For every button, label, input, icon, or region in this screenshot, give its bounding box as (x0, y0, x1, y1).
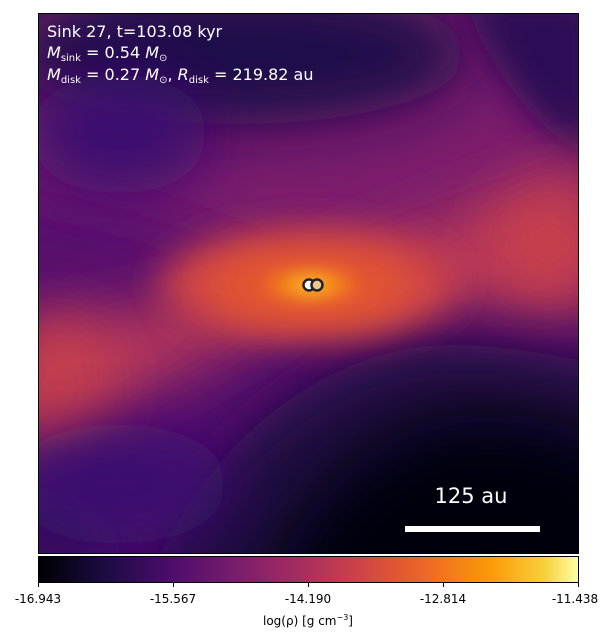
colorbar-tick (578, 583, 579, 587)
colorbar-tick (443, 583, 444, 587)
colorbar-tick-label: -11.438 (551, 592, 599, 606)
density-image (39, 14, 578, 553)
scale-bar (405, 526, 540, 532)
rdisk-value: = 219.82 au (208, 65, 314, 84)
rdisk-subscript: disk (188, 75, 209, 86)
mdisk-subscript: disk (60, 75, 81, 86)
mdisk-value: = 0.27 (80, 65, 146, 84)
colorbar-tick (308, 583, 309, 587)
colorbar-label-suffix: ] (348, 614, 353, 628)
colorbar-label-exponent: −3 (336, 613, 349, 622)
rdisk-symbol: R (177, 65, 189, 84)
colorbar-tick-label: -15.567 (149, 592, 197, 606)
msink-value: = 0.54 (80, 43, 146, 62)
msun-symbol: M (145, 43, 160, 62)
separator: , (167, 65, 178, 84)
colorbar (38, 556, 579, 583)
sink-time-label: Sink 27, t=103.08 kyr (47, 22, 223, 41)
mdisk-symbol: M (47, 65, 61, 84)
scale-bar-label: 125 au (434, 484, 508, 508)
msink-line: Msink = 0.54 M⊙ (47, 43, 167, 68)
colorbar-tick-label: -14.190 (284, 592, 332, 606)
colorbar-tick-label: -16.943 (14, 592, 62, 606)
msun-symbol: M (145, 65, 160, 84)
colorbar-tick-label: -12.814 (419, 592, 467, 606)
msink-subscript: sink (60, 53, 81, 64)
colorbar-tick (38, 583, 39, 587)
mdisk-line: Mdisk = 0.27 M⊙, Rdisk = 219.82 au (47, 65, 313, 90)
msun-subscript: ⊙ (159, 53, 168, 64)
title-line: Sink 27, t=103.08 kyr (47, 22, 222, 41)
msink-symbol: M (47, 43, 61, 62)
msun-subscript: ⊙ (159, 75, 168, 86)
sink-marker (310, 278, 324, 292)
colorbar-label-text: log(ρ) [g cm (263, 614, 337, 628)
colorbar-label: log(ρ) [g cm−3] (208, 613, 408, 628)
colorbar-tick (173, 583, 174, 587)
density-map: Sink 27, t=103.08 kyr Msink = 0.54 M⊙ Md… (38, 13, 579, 554)
